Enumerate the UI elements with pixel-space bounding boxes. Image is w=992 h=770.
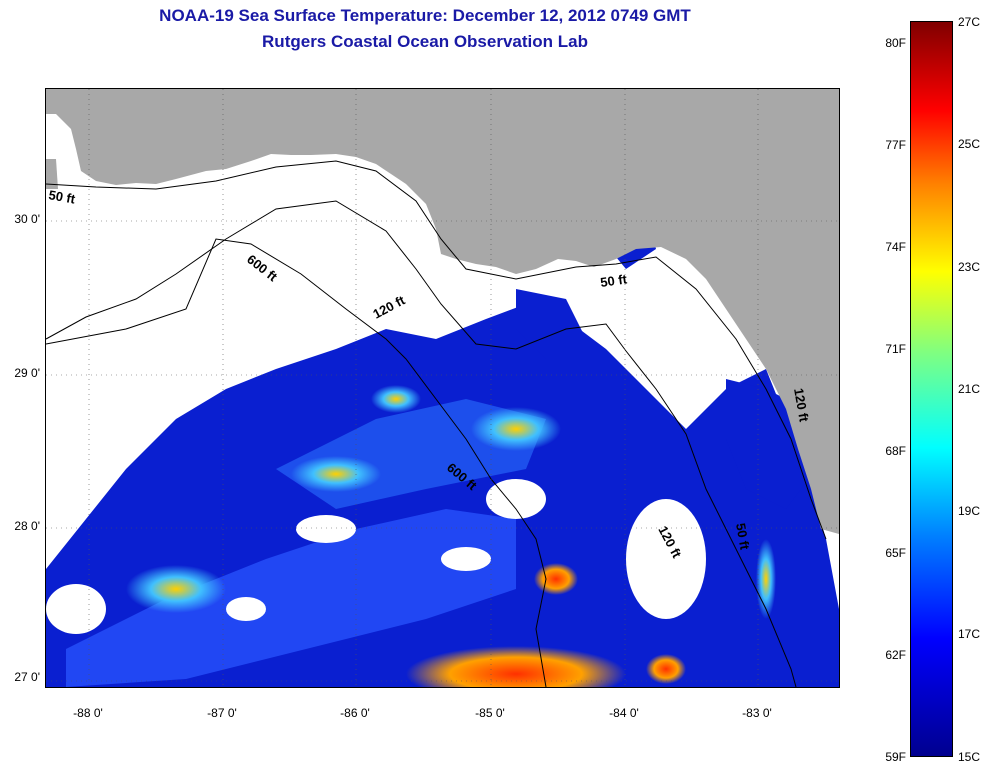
colorbar-f-label: 59F [885, 750, 906, 764]
warm-water-patch [126, 565, 226, 613]
contour-label: 120 ft [370, 292, 408, 322]
lon-label-84: -84 0' [609, 706, 639, 720]
graticule [46, 89, 839, 687]
colorbar-f-label: 80F [885, 36, 906, 50]
lon-label-87: -87 0' [207, 706, 237, 720]
cloud-gap [626, 499, 706, 619]
colorbar-c-label: 23C [958, 260, 981, 274]
warm-water-patch [371, 385, 421, 413]
colorbar-f-label: 65F [885, 546, 906, 560]
sst-map: 50 ft 600 ft 120 ft 50 ft 600 ft 120 ft … [45, 88, 840, 688]
warm-water-patch [756, 539, 776, 619]
warm-water-patch [534, 563, 578, 595]
colorbar-f-label: 62F [885, 648, 906, 662]
lon-label-83: -83 0' [742, 706, 772, 720]
cloud-gap [296, 515, 356, 543]
lon-label-86: -86 0' [340, 706, 370, 720]
sst-map-canvas: 50 ft 600 ft 120 ft 50 ft 600 ft 120 ft … [46, 89, 839, 687]
cloud-gap [486, 479, 546, 519]
contour-120ft [46, 200, 797, 687]
map-subtitle: Rutgers Coastal Ocean Observation Lab [262, 32, 588, 51]
temperature-colorbar [910, 21, 953, 757]
contour-label: 50 ft [599, 271, 628, 290]
colorbar-f-label: 71F [885, 342, 906, 356]
contour-label: 120 ft [791, 387, 812, 424]
cool-water-band [66, 509, 516, 687]
cloud-gap [441, 547, 491, 571]
land-mass [46, 159, 58, 189]
cloud-gap [226, 597, 266, 621]
lat-label-28: 28 0' [14, 519, 40, 533]
colorbar-c-label: 15C [958, 750, 981, 764]
contour-label: 50 ft [47, 187, 77, 207]
contour-label: 600 ft [244, 252, 281, 285]
lat-label-30: 30 0' [14, 212, 40, 226]
colorbar-f-label: 74F [885, 240, 906, 254]
contour-600ft [46, 238, 547, 687]
colorbar-c-label: 21C [958, 382, 981, 396]
colorbar-c-label: 27C [958, 15, 981, 29]
warm-water-patch [646, 654, 686, 684]
colorbar-f-label: 68F [885, 444, 906, 458]
colorbar-c-label: 17C [958, 627, 981, 641]
contour-label: 50 ft [733, 522, 753, 552]
cloud-gap [46, 584, 106, 634]
map-title: NOAA-19 Sea Surface Temperature: Decembe… [159, 6, 691, 25]
colorbar-c-label: 25C [958, 137, 981, 151]
warm-water-patch [406, 646, 626, 687]
lat-label-29: 29 0' [14, 366, 40, 380]
lat-label-27: 27 0' [14, 670, 40, 684]
colorbar-f-label: 77F [885, 138, 906, 152]
warm-water-patch [291, 456, 381, 492]
lon-label-88: -88 0' [73, 706, 103, 720]
colorbar-c-label: 19C [958, 504, 981, 518]
lon-label-85: -85 0' [475, 706, 505, 720]
warm-water-patch [471, 407, 561, 451]
land-mass [46, 89, 839, 534]
